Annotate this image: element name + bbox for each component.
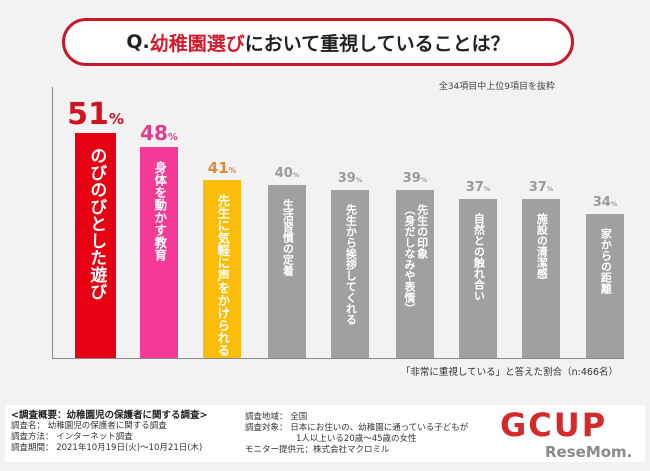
- bar-value-label: 39%: [337, 170, 363, 186]
- bar: 先生から挨拶してくれる: [331, 189, 369, 358]
- resemom-watermark: ReseMom.: [545, 443, 633, 461]
- bar-category-label: のびのびとした遊び: [86, 146, 107, 300]
- survey-line: 調査地域： 全国: [245, 412, 308, 422]
- survey-line: 調査対象： 日本にお住いの、幼稚園に通っている子どもが: [245, 423, 469, 433]
- base-note: 「非常に重視している」と答えた割合（n:466名）: [400, 367, 618, 378]
- x-axis-line: [52, 358, 624, 359]
- bar-category-label: 家からの距離: [599, 227, 613, 294]
- bar: のびのびとした遊び: [75, 132, 116, 358]
- bar-value-label: 37%: [465, 180, 491, 196]
- selection-note: 全34項目中上位9項目を抜粋: [438, 82, 555, 92]
- bar-category-label: 先生から挨拶してくれる: [344, 203, 358, 325]
- y-axis-line: [52, 87, 53, 359]
- bar: 先生に気軽に声をかけられる: [203, 180, 241, 358]
- bar: 家からの距離: [586, 213, 624, 358]
- survey-right-column: 調査地域： 全国 調査対象： 日本にお住いの、幼稚園に通っている子どもが 1人以…: [245, 412, 468, 456]
- bar-category-label: 施設の清潔感: [535, 213, 549, 280]
- survey-line: 調査方法： インターネット調査: [11, 432, 133, 442]
- bar: 先生の印象 （身だしなみや表情）: [396, 189, 434, 358]
- bar-value-label: 34%: [592, 194, 618, 210]
- survey-heading: <調査概要：幼稚園児の保護者に関する調査>: [11, 410, 208, 421]
- bar-value-label: 41%: [207, 159, 237, 178]
- bar-category-label: 生活習慣の定着: [281, 199, 295, 277]
- bar-value-label: 51%: [67, 96, 124, 132]
- survey-overview: <調査概要：幼稚園児の保護者に関する調査> 調査名： 幼稚園児の保護者に関する調…: [5, 405, 645, 462]
- bar-category-label: 身体を動かす教育: [152, 161, 168, 262]
- bar-value-label: 48%: [140, 121, 178, 146]
- survey-line: 調査期間： 2021年10月19日(火)～10月21日(木): [11, 443, 203, 453]
- bar-value-label: 39%: [402, 170, 428, 186]
- bar-category-label: 先生の印象 （身だしなみや表情）: [403, 203, 429, 314]
- gcup-logo: GCUP: [500, 406, 608, 444]
- survey-left-column: <調査概要：幼稚園児の保護者に関する調査> 調査名： 幼稚園児の保護者に関する調…: [11, 410, 207, 454]
- question-banner: Q. 幼稚園選び において重視していることは？: [62, 18, 574, 66]
- bar-value-label: 37%: [528, 180, 554, 196]
- bar: 身体を動かす教育: [140, 147, 178, 358]
- survey-line: 調査名： 幼稚園児の保護者に関する調査: [11, 421, 167, 431]
- question-prefix: Q.: [126, 31, 150, 53]
- bar: 施設の清潔感: [522, 199, 560, 358]
- bar: 自然との触れ合い: [459, 199, 497, 358]
- bar-value-label: 40%: [274, 166, 300, 182]
- bar-category-label: 先生に気軽に声をかけられる: [215, 194, 231, 357]
- bar-category-label: 自然との触れ合い: [472, 213, 486, 302]
- survey-line: 1人以上いる20歳～45歳の女性: [245, 434, 417, 444]
- question-highlight: 幼稚園選び: [149, 32, 245, 55]
- question-suffix: において重視していることは？: [244, 32, 510, 55]
- survey-line: モニター提供元：株式会社マクロミル: [245, 445, 390, 455]
- bar: 生活習慣の定着: [268, 185, 306, 358]
